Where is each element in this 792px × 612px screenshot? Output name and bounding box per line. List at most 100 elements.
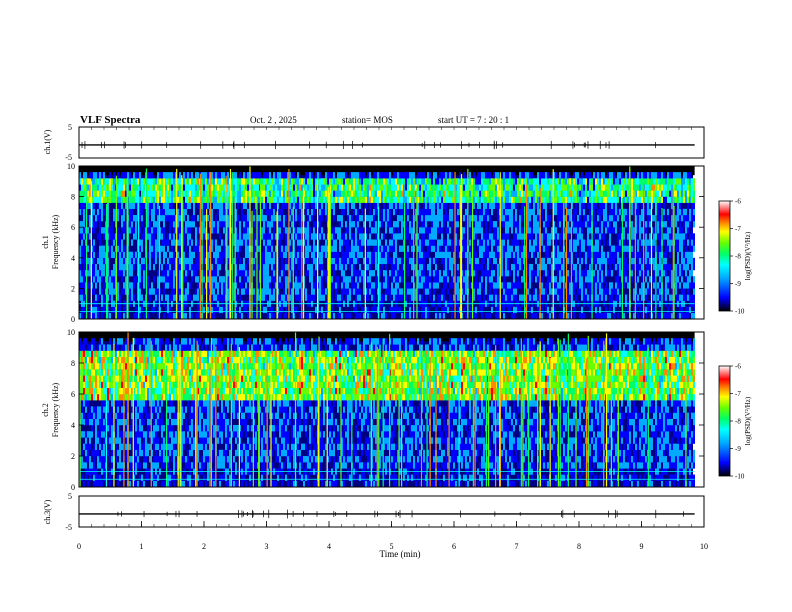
- spectrogram-cell: [433, 190, 435, 197]
- spectrogram-cell: [435, 178, 437, 185]
- spectrogram-cell: [305, 312, 307, 320]
- spectrogram-cell: [337, 251, 339, 258]
- spectrogram-cell: [173, 263, 175, 271]
- spectrogram-cell: [119, 208, 121, 216]
- spectrogram-cell: [175, 227, 177, 234]
- spectrogram-cell: [599, 221, 601, 228]
- spectrogram-cell: [603, 276, 605, 283]
- spectrogram-cell: [161, 196, 163, 203]
- spectrogram-cell: [223, 227, 225, 234]
- spectrogram-cell: [349, 221, 351, 228]
- spectrogram-cell: [603, 184, 605, 191]
- spectrogram-cell: [489, 294, 491, 301]
- spectrogram-cell: [537, 233, 539, 240]
- spectrogram-cell: [99, 263, 101, 271]
- spectrogram-cell: [459, 196, 461, 203]
- spectrogram-cell: [157, 270, 159, 277]
- spectrogram-cell: [573, 282, 575, 289]
- spectrogram-cell: [355, 178, 357, 185]
- spectrogram-cell: [399, 233, 401, 240]
- spectrogram-cell: [87, 184, 89, 191]
- spectrogram-cell: [423, 178, 425, 185]
- spectrogram-cell: [143, 312, 145, 320]
- spectrogram-cell: [293, 196, 295, 203]
- spectrogram-cell: [485, 312, 487, 320]
- spectrogram-cell: [515, 196, 517, 203]
- spectrogram-cell: [169, 202, 171, 210]
- spectrogram-cell: [191, 276, 193, 283]
- spectrogram-cell: [573, 221, 575, 228]
- spectrogram-cell: [575, 172, 577, 179]
- spectrogram-cell: [313, 190, 315, 197]
- spectrogram-cell: [441, 190, 443, 197]
- spectrogram-cell: [183, 190, 185, 197]
- spectrogram-cell: [157, 202, 159, 210]
- spectrogram-cell: [357, 245, 359, 252]
- spectrogram-cell: [427, 276, 429, 283]
- spectrogram-cell: [175, 294, 177, 301]
- spectrogram-cell: [469, 282, 471, 289]
- spectrogram-cell: [99, 270, 101, 277]
- spectrogram-cell: [311, 245, 313, 252]
- spectrogram-cell: [165, 282, 167, 289]
- spectrogram-cell: [373, 221, 375, 228]
- spectrogram-cell: [161, 276, 163, 283]
- spectrogram-cell: [471, 239, 473, 246]
- spectrogram-cell: [227, 276, 229, 283]
- spectrogram-cell: [93, 306, 95, 314]
- spectrogram-cell: [423, 270, 425, 277]
- spectrogram-cell: [451, 190, 453, 197]
- spectrogram-cell: [271, 221, 273, 228]
- spectrogram-cell: [431, 227, 433, 234]
- spectrogram-cell: [271, 257, 273, 265]
- spectrogram-cell: [505, 208, 507, 216]
- spectrogram-cell: [307, 263, 309, 271]
- spectrogram-cell: [437, 208, 439, 216]
- spectrogram-cell: [207, 276, 209, 283]
- spectrogram-cell: [443, 257, 445, 265]
- spectrogram-cell: [131, 208, 133, 216]
- spectrogram-cell: [425, 202, 427, 210]
- spectrogram-cell: [429, 208, 431, 216]
- spectrogram-cell: [245, 221, 247, 228]
- spectrogram-cell: [307, 208, 309, 216]
- spectrogram-cell: [345, 245, 347, 252]
- spectrogram-cell: [447, 172, 449, 179]
- spectrogram-cell: [577, 257, 579, 265]
- spectrogram-cell: [405, 208, 407, 216]
- spectrogram-cell: [557, 196, 559, 203]
- spectrogram-cell: [587, 196, 589, 203]
- spectrogram-cell: [271, 196, 273, 203]
- spectrogram-cell: [211, 184, 213, 191]
- spectrogram-cell: [503, 221, 505, 228]
- spectrogram-cell: [299, 196, 301, 203]
- spectrogram-cell: [397, 178, 399, 185]
- spectrogram-cell: [595, 245, 597, 252]
- spectrogram-cell: [497, 294, 499, 301]
- spectrogram-cell: [169, 172, 171, 179]
- spectrogram-cell: [103, 184, 105, 191]
- spectrogram-cell: [171, 208, 173, 216]
- spectrogram-cell: [257, 184, 259, 191]
- spectrogram-cell: [411, 221, 413, 228]
- spectrogram-cell: [211, 282, 213, 289]
- spectrogram-cell: [479, 294, 481, 301]
- spectrogram-cell: [593, 294, 595, 301]
- spectrogram-cell: [343, 251, 345, 258]
- spectrogram-cell: [399, 184, 401, 191]
- spectrogram-cell: [197, 245, 199, 252]
- spectrogram-cell: [607, 257, 609, 265]
- spectrogram-cell: [179, 221, 181, 228]
- spectrogram-cell: [503, 276, 505, 283]
- spectrogram-cell: [247, 190, 249, 197]
- spectrogram-cell: [117, 233, 119, 240]
- spectrogram-cell: [155, 190, 157, 197]
- spectrogram-cell: [93, 178, 95, 185]
- spectrogram-cell: [589, 208, 591, 216]
- spectrogram-cell: [295, 282, 297, 289]
- spectrogram-cell: [141, 221, 143, 228]
- spectrogram-cell: [125, 184, 127, 191]
- spectrogram-cell: [473, 227, 475, 234]
- spectrogram-cell: [93, 257, 95, 265]
- spectrogram-cell: [333, 202, 335, 210]
